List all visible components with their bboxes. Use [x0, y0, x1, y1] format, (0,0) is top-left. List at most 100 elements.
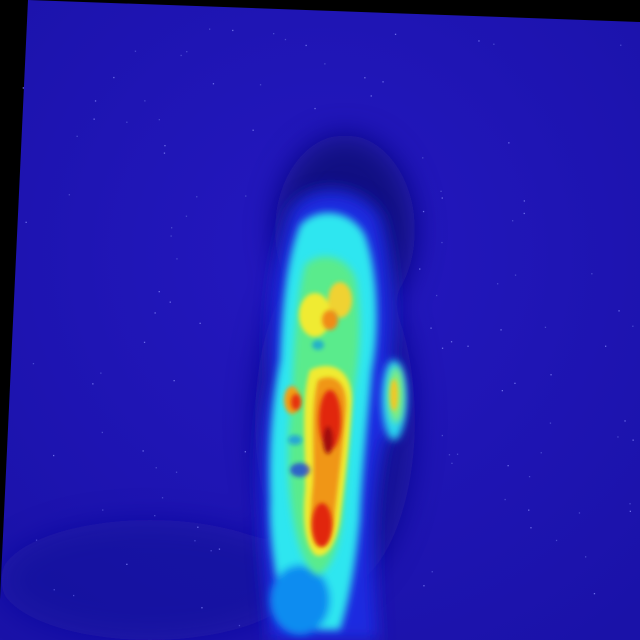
- noise-speckle: [161, 497, 164, 499]
- noise-speckle: [324, 63, 326, 65]
- noise-speckle: [467, 345, 469, 347]
- noise-speckle: [497, 283, 499, 285]
- noise-speckle: [163, 152, 166, 154]
- noise-speckle: [93, 118, 95, 120]
- noise-speckle: [212, 83, 215, 85]
- noise-speckle: [618, 310, 620, 312]
- noise-speckle: [422, 210, 425, 213]
- facial-features: [288, 340, 324, 477]
- noise-speckle: [441, 197, 443, 199]
- noise-speckle: [423, 585, 425, 587]
- noise-speckle: [134, 50, 137, 52]
- noise-speckle: [92, 383, 94, 385]
- noise-speckle: [210, 550, 212, 552]
- noise-speckle: [549, 422, 552, 424]
- noise-speckle: [25, 221, 27, 223]
- noise-speckle: [73, 594, 75, 597]
- noise-speckle: [180, 54, 182, 57]
- noise-speckle: [370, 95, 372, 97]
- noise-speckle: [68, 194, 70, 196]
- noise-speckle: [158, 291, 160, 293]
- noise-speckle: [171, 227, 173, 229]
- noise-speckle: [155, 467, 157, 469]
- noise-speckle: [284, 38, 287, 41]
- noise-speckle: [629, 510, 631, 512]
- noise-speckle: [430, 327, 432, 329]
- noise-speckle: [440, 190, 442, 192]
- noise-speckle: [101, 431, 103, 434]
- noise-speckle: [605, 345, 607, 347]
- noise-speckle: [364, 77, 366, 79]
- noise-speckle: [493, 43, 495, 45]
- noise-speckle: [126, 563, 128, 565]
- noise-speckle: [555, 539, 558, 542]
- noise-speckle: [154, 515, 156, 517]
- noise-speckle: [218, 548, 221, 550]
- noise-speckle: [591, 273, 593, 275]
- noise-speckle: [501, 390, 503, 392]
- noise-speckle: [629, 503, 631, 505]
- noise-speckle: [185, 215, 188, 217]
- noise-speckle: [436, 294, 438, 297]
- noise-speckle: [624, 420, 626, 422]
- noise-speckle: [451, 462, 453, 464]
- noise-speckle: [154, 312, 156, 314]
- head-red: [291, 390, 341, 547]
- noise-speckle: [102, 509, 104, 511]
- noise-speckle: [528, 509, 530, 511]
- noise-speckle: [620, 44, 622, 46]
- noise-speckle: [550, 374, 552, 376]
- noise-speckle: [142, 450, 144, 452]
- noise-speckle: [448, 454, 451, 456]
- noise-speckle: [126, 121, 128, 123]
- noise-speckle: [514, 274, 517, 276]
- noise-speckle: [478, 40, 480, 42]
- noise-speckle: [164, 145, 166, 147]
- noise-speckle: [431, 571, 433, 573]
- noise-speckle: [201, 607, 203, 609]
- noise-speckle: [238, 624, 241, 627]
- noise-speckle: [382, 81, 384, 83]
- noise-speckle: [585, 556, 587, 558]
- noise-speckle: [578, 512, 581, 514]
- noise-speckle: [252, 129, 254, 131]
- noise-speckle: [593, 593, 596, 595]
- noise-speckle: [175, 471, 178, 473]
- noise-speckle: [170, 235, 172, 237]
- noise-speckle: [394, 33, 397, 35]
- noise-speckle: [530, 527, 532, 529]
- noise-speckle: [617, 436, 619, 438]
- noise-speckle: [22, 87, 24, 89]
- noise-speckle: [244, 451, 246, 453]
- noise-speckle: [512, 220, 514, 222]
- noise-speckle: [113, 76, 115, 79]
- noise-speckle: [32, 363, 35, 365]
- noise-speckle: [259, 84, 262, 86]
- noise-speckle: [450, 341, 453, 343]
- noise-speckle: [314, 107, 316, 110]
- noise-speckle: [186, 51, 188, 53]
- noise-speckle: [632, 439, 634, 441]
- noise-speckle: [508, 142, 510, 144]
- noise-speckle: [523, 212, 525, 215]
- noise-speckle: [422, 157, 424, 159]
- noise-speckle: [169, 301, 171, 303]
- noise-speckle: [540, 452, 542, 454]
- noise-speckle: [199, 322, 201, 324]
- noise-speckle: [53, 454, 55, 457]
- noise-speckle: [441, 434, 443, 437]
- noise-speckle: [507, 465, 509, 467]
- noise-speckle: [158, 119, 160, 121]
- noise-speckle: [523, 200, 525, 202]
- noise-speckle: [456, 453, 459, 455]
- sensor-noise: [22, 28, 634, 627]
- noise-speckle: [209, 28, 211, 30]
- noise-speckle: [143, 341, 146, 343]
- noise-speckle: [305, 44, 307, 47]
- noise-speckle: [232, 29, 234, 32]
- noise-speckle: [76, 135, 78, 137]
- noise-speckle: [144, 100, 146, 102]
- noise-speckle: [504, 498, 506, 501]
